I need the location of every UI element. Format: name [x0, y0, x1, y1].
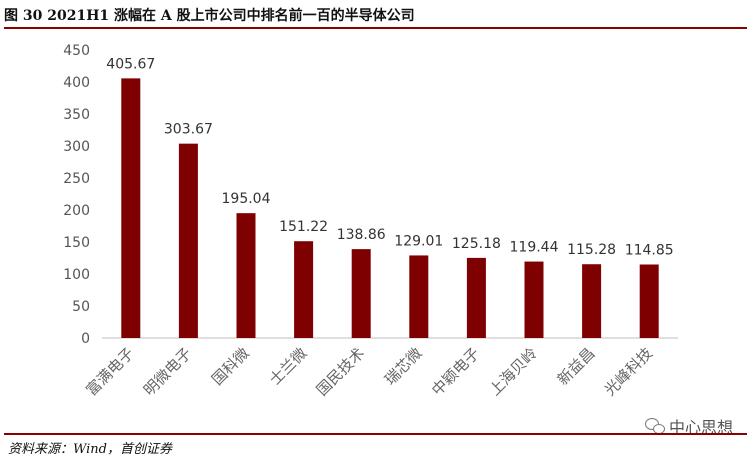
- y-tick-label: 150: [63, 235, 90, 251]
- bar: [639, 264, 659, 338]
- y-tick-label: 350: [63, 107, 90, 123]
- watermark-text: 中心思想: [668, 418, 733, 437]
- x-tick-label: 瑞芯微: [381, 344, 426, 389]
- data-label: 405.67: [106, 56, 155, 72]
- x-tick-label: 士兰微: [266, 344, 311, 389]
- bottom-rule: [4, 433, 747, 435]
- wechat-icon: [644, 418, 665, 434]
- y-tick-label: 450: [63, 43, 90, 59]
- x-tick-label: 明微电子: [140, 344, 195, 399]
- x-tick-label: 新益昌: [554, 344, 599, 389]
- bar: [466, 257, 486, 338]
- data-label: 114.85: [625, 242, 674, 258]
- y-tick-label: 50: [72, 299, 90, 315]
- data-label: 195.04: [222, 191, 271, 207]
- y-tick-label: 250: [63, 171, 90, 187]
- y-tick-label: 400: [63, 75, 90, 91]
- bar: [294, 241, 314, 338]
- bar: [121, 78, 141, 338]
- data-label: 151.22: [279, 219, 328, 235]
- data-label: 129.01: [394, 233, 443, 249]
- bar: [236, 213, 256, 338]
- x-tick-label: 上海贝岭: [486, 344, 541, 399]
- y-tick-label: 300: [63, 139, 90, 155]
- y-tick-label: 100: [63, 267, 90, 283]
- x-tick-label: 国科微: [208, 344, 253, 389]
- y-axis: 0 50 100 150 200 250 300 350 400 450: [63, 43, 90, 347]
- data-labels: 405.67 303.67 195.04 151.22 138.86 129.01 125.…: [106, 56, 673, 258]
- category-labels: 富满电子 明微电子 国科微 士兰微 国民技术 瑞芯微 中颖电子 上海贝岭 新益昌 光峰科技: [82, 344, 656, 399]
- bar: [409, 255, 429, 338]
- figure-title: 图 30 2021H1 涨幅在 A 股上市公司中排名前一百的半导体公司: [4, 8, 415, 24]
- data-label: 115.28: [567, 242, 616, 258]
- x-tick-label: 国民技术: [313, 344, 368, 399]
- data-label: 125.18: [452, 236, 501, 252]
- bars: [121, 78, 659, 338]
- bar: [524, 261, 544, 338]
- bar: [178, 143, 198, 338]
- data-label: 138.86: [337, 227, 386, 243]
- y-tick-label: 0: [81, 331, 90, 347]
- x-tick-label: 光峰科技: [601, 344, 656, 399]
- source-note: 资料来源：Wind，首创证券: [8, 442, 172, 457]
- data-label: 303.67: [164, 122, 213, 138]
- top-rule: [4, 27, 747, 29]
- y-tick-label: 200: [63, 203, 90, 219]
- x-tick-label: 富满电子: [82, 344, 137, 399]
- bar: [351, 249, 371, 338]
- data-label: 119.44: [510, 240, 559, 256]
- bar: [582, 264, 602, 338]
- x-tick-label: 中颖电子: [428, 344, 483, 399]
- watermark: 中心思想: [644, 414, 733, 438]
